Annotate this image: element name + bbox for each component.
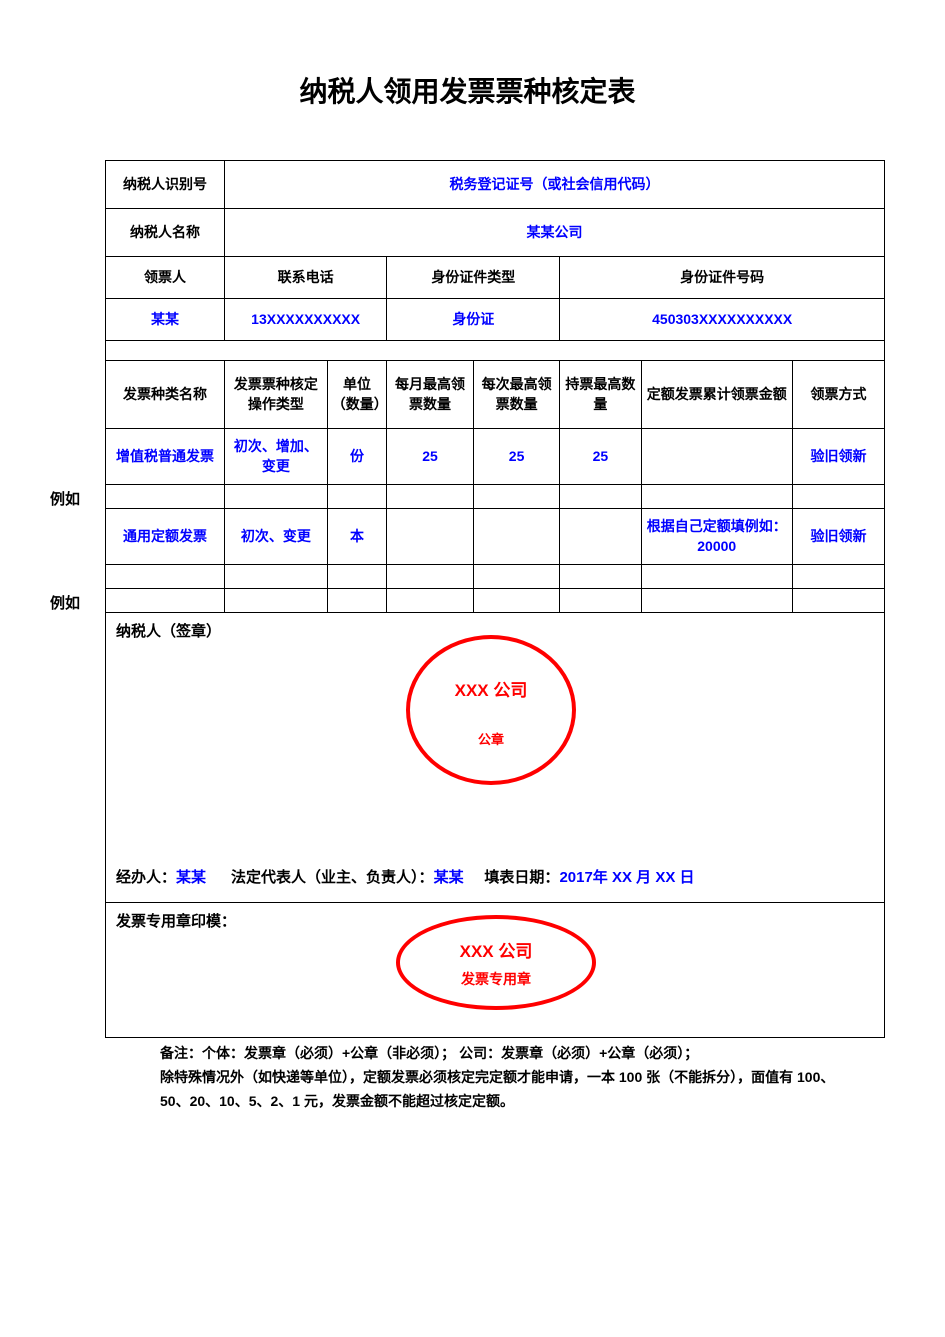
empty-row xyxy=(106,589,885,613)
row-collector-headers: 领票人 联系电话 身份证件类型 身份证件号码 xyxy=(106,257,885,299)
date-label: 填表日期： xyxy=(484,869,559,886)
row-collector-values: 某某 13XXXXXXXXXX 身份证 450303XXXXXXXXXX xyxy=(106,299,885,341)
col-invoice-type: 发票种类名称 xyxy=(106,361,225,429)
main-form-table: 纳税人识别号 税务登记证号（或社会信用代码） 纳税人名称 某某公司 领票人 联系… xyxy=(105,160,885,1038)
empty-cell xyxy=(387,565,474,589)
cell-cumulative xyxy=(641,429,792,485)
cell-hold-max: 25 xyxy=(560,429,641,485)
empty-cell xyxy=(327,485,387,509)
taxpayer-id-value: 税务登记证号（或社会信用代码） xyxy=(225,161,885,209)
empty-cell xyxy=(225,485,328,509)
cell-name: 通用定额发票 xyxy=(106,509,225,565)
empty-cell xyxy=(641,589,792,613)
empty-cell xyxy=(560,589,641,613)
cell-name: 增值税普通发票 xyxy=(106,429,225,485)
empty-cell xyxy=(473,485,560,509)
phone-label: 联系电话 xyxy=(225,257,387,299)
empty-cell xyxy=(641,485,792,509)
id-type-value: 身份证 xyxy=(387,299,560,341)
handler-label: 经办人： xyxy=(116,869,176,886)
handler-value: 某某 xyxy=(176,869,206,886)
example-label-1: 例如 xyxy=(50,488,80,509)
id-number-label: 身份证件号码 xyxy=(560,257,885,299)
id-number-value: 450303XXXXXXXXXX xyxy=(560,299,885,341)
id-type-label: 身份证件类型 xyxy=(387,257,560,299)
table-wrap: 例如 例如 纳税人识别号 税务登记证号（或社会信用代码） 纳税人名称 某某公司 … xyxy=(50,160,885,1038)
signature-area: 纳税人（签章） XXX 公司 公章 经办人：某某 法定代表人（业主、负责人）：某… xyxy=(106,613,885,903)
empty-cell xyxy=(560,485,641,509)
company-stamp: XXX 公司 公章 xyxy=(406,635,576,785)
empty-cell xyxy=(327,589,387,613)
col-hold-max: 持票最高数量 xyxy=(560,361,641,429)
empty-cell xyxy=(560,565,641,589)
empty-cell xyxy=(225,565,328,589)
legal-label: 法定代表人（业主、负责人）： xyxy=(231,869,434,886)
table-row: 增值税普通发票 初次、增加、变更 份 25 25 25 验旧领新 xyxy=(106,429,885,485)
spacer-cell xyxy=(106,341,885,361)
notes-line-1: 备注：个体：发票章（必须）+公章（非必须）； 公司：发票章（必须）+公章（必须）… xyxy=(160,1042,835,1066)
cell-method: 验旧领新 xyxy=(792,509,884,565)
seal-type: 发票专用章 xyxy=(461,970,531,990)
signature-bottom-line: 经办人：某某 法定代表人（业主、负责人）：某某 填表日期：2017年 XX 月 … xyxy=(116,867,874,888)
empty-row xyxy=(106,565,885,589)
cell-per-time-max xyxy=(473,509,560,565)
empty-cell xyxy=(106,485,225,509)
cell-method: 验旧领新 xyxy=(792,429,884,485)
stamp-type: 公章 xyxy=(478,731,504,749)
col-op-type: 发票票种核定操作类型 xyxy=(225,361,328,429)
empty-cell xyxy=(327,565,387,589)
cell-unit: 份 xyxy=(327,429,387,485)
cell-op-type: 初次、增加、变更 xyxy=(225,429,328,485)
empty-cell xyxy=(792,485,884,509)
empty-cell xyxy=(106,589,225,613)
col-monthly-max: 每月最高领票数量 xyxy=(387,361,474,429)
empty-cell xyxy=(106,565,225,589)
collector-value: 某某 xyxy=(106,299,225,341)
page-container: 纳税人领用发票票种核定表 例如 例如 纳税人识别号 税务登记证号（或社会信用代码… xyxy=(0,0,945,1153)
date-value: 2017年 XX 月 XX 日 xyxy=(559,869,694,886)
row-column-headers: 发票种类名称 发票票种核定操作类型 单位（数量） 每月最高领票数量 每次最高领票… xyxy=(106,361,885,429)
row-taxpayer-id: 纳税人识别号 税务登记证号（或社会信用代码） xyxy=(106,161,885,209)
col-cumulative: 定额发票累计领票金额 xyxy=(641,361,792,429)
cell-cumulative: 根据自己定额填例如：20000 xyxy=(641,509,792,565)
invoice-stamp: XXX 公司 发票专用章 xyxy=(396,915,596,1010)
empty-cell xyxy=(473,589,560,613)
taxpayer-id-label: 纳税人识别号 xyxy=(106,161,225,209)
cell-unit: 本 xyxy=(327,509,387,565)
spacer-row-2 xyxy=(106,485,885,509)
legal-value: 某某 xyxy=(434,869,464,886)
row-signature: 纳税人（签章） XXX 公司 公章 经办人：某某 法定代表人（业主、负责人）：某… xyxy=(106,613,885,903)
col-method: 领票方式 xyxy=(792,361,884,429)
cell-hold-max xyxy=(560,509,641,565)
col-unit: 单位（数量） xyxy=(327,361,387,429)
row-taxpayer-name: 纳税人名称 某某公司 xyxy=(106,209,885,257)
empty-cell xyxy=(473,565,560,589)
collector-label: 领票人 xyxy=(106,257,225,299)
taxpayer-name-value: 某某公司 xyxy=(225,209,885,257)
cell-monthly-max: 25 xyxy=(387,429,474,485)
seal-area: 发票专用章印模： XXX 公司 发票专用章 xyxy=(106,903,885,1038)
example-label-2: 例如 xyxy=(50,592,80,613)
empty-cell xyxy=(387,589,474,613)
empty-cell xyxy=(387,485,474,509)
cell-op-type: 初次、变更 xyxy=(225,509,328,565)
stamp-company-name: XXX 公司 xyxy=(455,679,528,703)
notes-line-2: 除特殊情况外（如快递等单位），定额发票必须核定完定额才能申请，一本 100 张（… xyxy=(160,1066,835,1114)
page-title: 纳税人领用发票票种核定表 xyxy=(50,70,885,110)
cell-monthly-max xyxy=(387,509,474,565)
empty-cell xyxy=(225,589,328,613)
spacer-row-1 xyxy=(106,341,885,361)
phone-value: 13XXXXXXXXXX xyxy=(225,299,387,341)
seal-company-name: XXX 公司 xyxy=(460,940,533,964)
table-row: 通用定额发票 初次、变更 本 根据自己定额填例如：20000 验旧领新 xyxy=(106,509,885,565)
cell-per-time-max: 25 xyxy=(473,429,560,485)
notes-section: 备注：个体：发票章（必须）+公章（非必须）； 公司：发票章（必须）+公章（必须）… xyxy=(160,1042,835,1113)
empty-cell xyxy=(792,565,884,589)
row-seal: 发票专用章印模： XXX 公司 发票专用章 xyxy=(106,903,885,1038)
taxpayer-name-label: 纳税人名称 xyxy=(106,209,225,257)
col-per-time-max: 每次最高领票数量 xyxy=(473,361,560,429)
empty-cell xyxy=(792,589,884,613)
empty-cell xyxy=(641,565,792,589)
